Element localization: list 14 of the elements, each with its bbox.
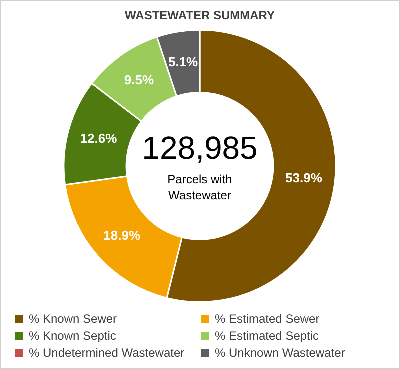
data-label: 9.5% [124,72,154,88]
data-label: 12.6% [80,131,118,146]
legend-label: % Estimated Sewer [215,312,320,326]
legend-label: % Known Septic [29,329,116,343]
data-label: 53.9% [286,170,323,186]
chart-title: WASTEWATER SUMMARY [125,8,275,23]
legend-label: % Unknown Wastewater [215,346,346,360]
data-label: 5.1% [168,54,199,70]
legend-label: % Known Sewer [29,312,118,326]
data-label: 18.9% [104,228,141,243]
text: 128,985 [142,130,258,166]
text: Parcels with Wastewater [168,172,232,203]
legend-label: % Estimated Septic [215,329,320,343]
legend-label: % Undetermined Wastewater [29,346,185,360]
